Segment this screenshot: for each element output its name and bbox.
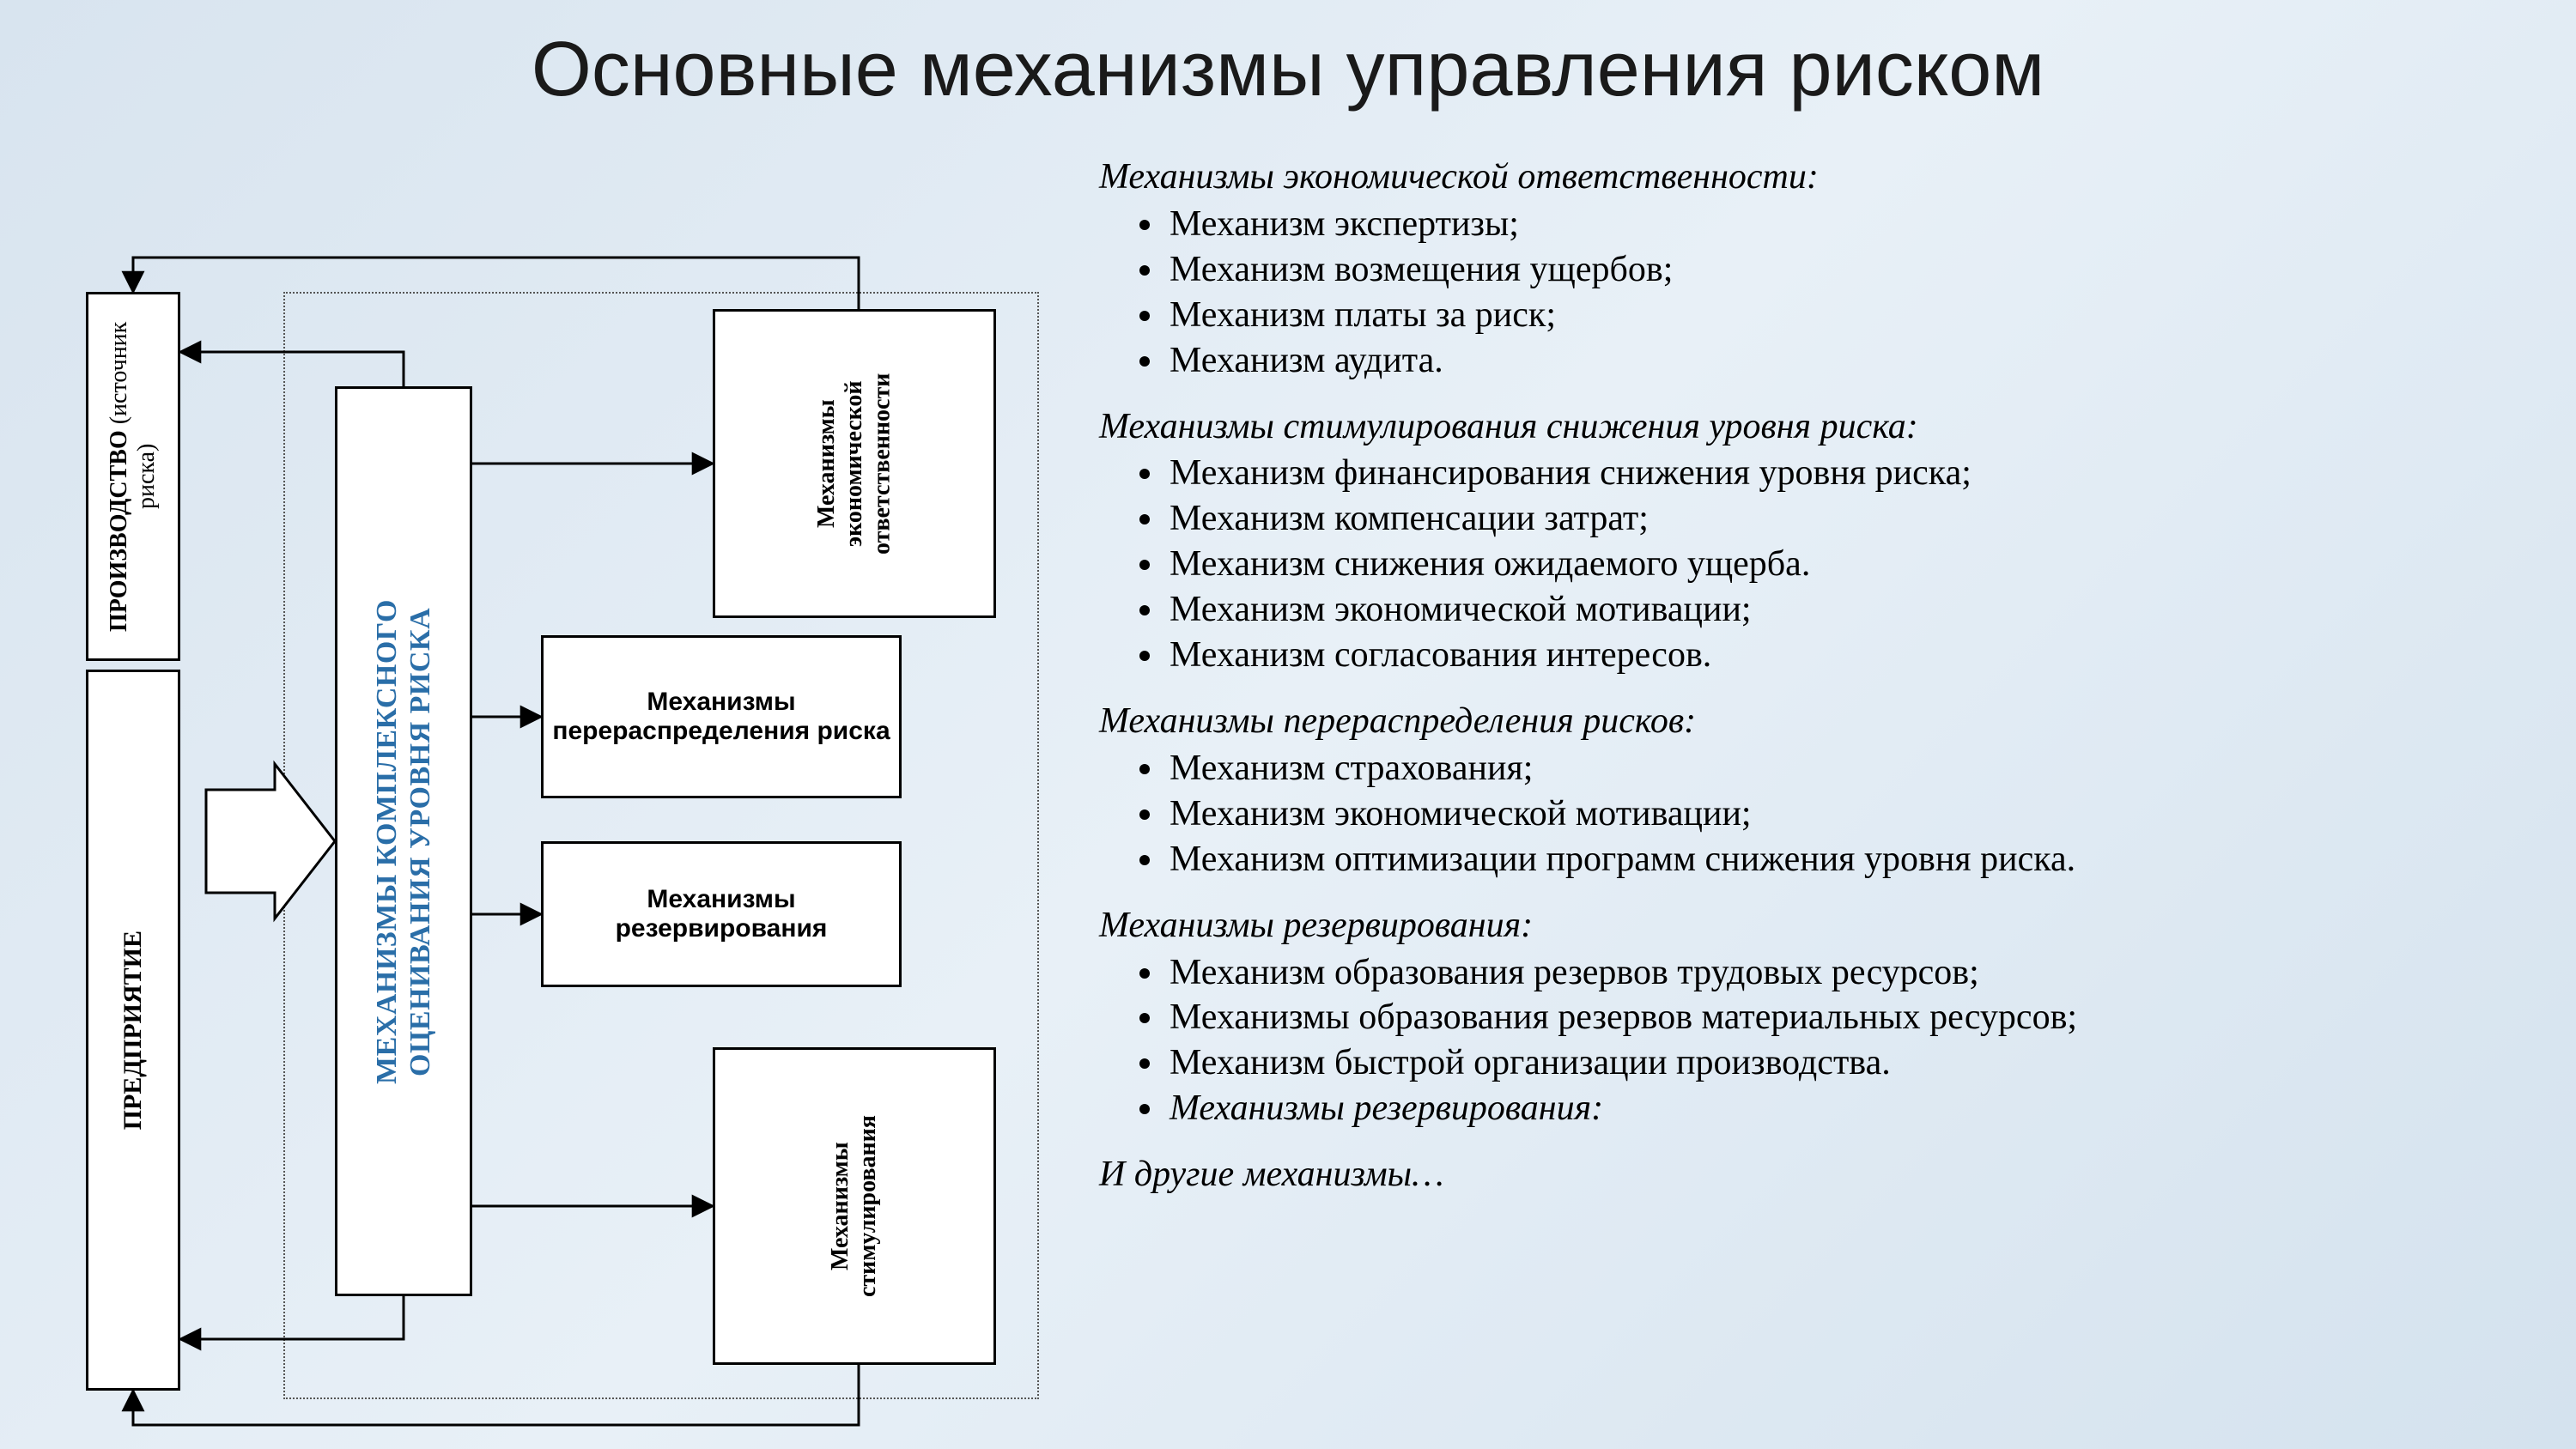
- diagram: ПРОИЗВОДСТВО (источник риска) ПРЕДПРИЯТИ…: [86, 292, 1048, 1408]
- group-head: Механизмы стимулирования снижения уровня…: [1099, 404, 2542, 450]
- box-stim-label: Механизмы стимулирования: [827, 1058, 882, 1354]
- closing-line: И другие механизмы…: [1099, 1152, 2542, 1197]
- list-item: Механизм страхования;: [1166, 746, 2542, 791]
- list-item: Механизм согласования интересов.: [1166, 633, 2542, 678]
- box-stimulation: Механизмы стимулирования: [713, 1047, 996, 1365]
- list-item: Механизм снижения ожидаемого ущерба.: [1166, 542, 2542, 587]
- box-main-line2: ОЦЕНИВАНИЯ УРОВНЯ РИСКА: [404, 607, 436, 1076]
- box-econ-responsibility: Механизмы экономической ответственности: [713, 309, 996, 618]
- group-head: Механизмы резервирования:: [1099, 903, 2542, 949]
- box-production: ПРОИЗВОДСТВО (источник риска): [86, 292, 180, 661]
- group-head: Механизмы перераспределения рисков:: [1099, 699, 2542, 744]
- box-redis-label: Механизмы перераспределения риска: [552, 688, 890, 747]
- group-list: Механизм финансирования снижения уровня …: [1099, 451, 2542, 678]
- box-production-label: ПРОИЗВОДСТВО: [106, 430, 132, 632]
- box-redistribution: Механизмы перераспределения риска: [541, 635, 902, 798]
- list-item: Механизм платы за риск;: [1166, 293, 2542, 338]
- list-item: Механизм экономической мотивации;: [1166, 791, 2542, 837]
- box-econ-label: Механизмы экономической ответственности: [813, 320, 896, 607]
- box-main-mechanisms: МЕХАНИЗМЫ КОМПЛЕКСНОГО ОЦЕНИВАНИЯ УРОВНЯ…: [335, 386, 472, 1296]
- text-column: Механизмы экономической ответственности:…: [1099, 155, 2542, 1197]
- box-enterprise-label: ПРЕДПРИЯТИЕ: [118, 931, 149, 1130]
- list-item: Механизм возмещения ущербов;: [1166, 247, 2542, 293]
- box-reservation: Механизмы резервирования: [541, 841, 902, 987]
- list-item: Механизм экономической мотивации;: [1166, 587, 2542, 633]
- list-item: Механизм оптимизации программ снижения у…: [1166, 837, 2542, 882]
- list-item: Механизм аудита.: [1166, 338, 2542, 384]
- list-item: Механизм компенсации затрат;: [1166, 496, 2542, 542]
- group-head: Механизмы экономической ответственности:: [1099, 155, 2542, 200]
- list-item: Механизм образования резервов трудовых р…: [1166, 950, 2542, 996]
- box-enterprise: ПРЕДПРИЯТИЕ: [86, 670, 180, 1391]
- list-item: Механизм экспертизы;: [1166, 202, 2542, 247]
- list-item: Механизмы образования резервов материаль…: [1166, 995, 2542, 1040]
- list-item: Механизмы резервирования:: [1166, 1086, 2542, 1131]
- group-list: Механизм образования резервов трудовых р…: [1099, 950, 2542, 1132]
- box-main-line1: МЕХАНИЗМЫ КОМПЛЕКСНОГО: [371, 599, 403, 1084]
- list-item: Механизм быстрой организации производств…: [1166, 1040, 2542, 1086]
- group-list: Механизм экспертизы; Механизм возмещения…: [1099, 202, 2542, 384]
- box-resv-label: Механизмы резервирования: [552, 885, 890, 944]
- list-item: Механизм финансирования снижения уровня …: [1166, 451, 2542, 496]
- group-list: Механизм страхования; Механизм экономиче…: [1099, 746, 2542, 882]
- slide-title: Основные механизмы управления риском: [0, 26, 2576, 114]
